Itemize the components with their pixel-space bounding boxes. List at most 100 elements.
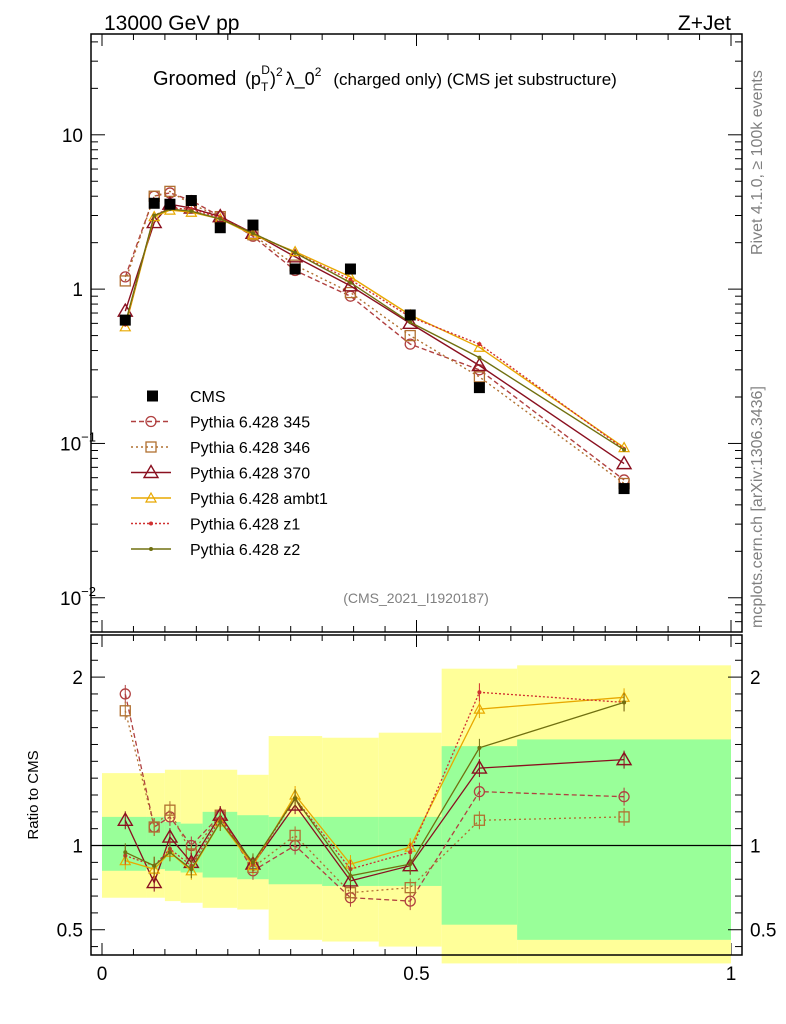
ratio-point (618, 791, 630, 803)
ratio-y-tick-label-right: 0.5 (750, 921, 776, 942)
rivet-label: Rivet 4.1.0, ≥ 100k events (749, 70, 766, 255)
series-point (471, 357, 488, 372)
ratio-point (408, 862, 413, 867)
title-sq: 2 (276, 65, 283, 79)
series-point (212, 208, 229, 223)
series-point (148, 210, 161, 222)
ratio-point (152, 863, 157, 868)
ratio-point (119, 854, 132, 866)
title-sq-2: 2 (315, 65, 322, 79)
y-tick-exponent: −2 (81, 584, 96, 599)
legend-label: Pythia 6.428 345 (190, 415, 310, 432)
series-point (473, 371, 486, 383)
ratio-point (408, 850, 413, 855)
series-point (404, 329, 416, 342)
series-point (250, 231, 255, 236)
legend-label: Pythia 6.428 ambt1 (190, 491, 328, 508)
title-sub: T (261, 80, 269, 94)
legend-marker (145, 415, 157, 428)
x-tick-label: 1 (726, 964, 737, 985)
series-point (119, 320, 132, 332)
title-lambda: λ_0 (286, 69, 315, 90)
ratio-point (167, 850, 172, 855)
series-point (348, 280, 353, 285)
legend-label: Pythia 6.428 346 (190, 440, 310, 457)
series-point (152, 213, 157, 218)
data-point (289, 263, 301, 275)
ratio-point (293, 796, 298, 801)
series-point (408, 320, 413, 325)
ratio-point (250, 860, 255, 865)
x-tick-label: 0.5 (403, 964, 429, 985)
ratio-point (145, 874, 163, 889)
ratio-point (119, 705, 131, 717)
series-point (477, 355, 482, 360)
data-point (119, 314, 131, 326)
ratio-y-tick-label: 1 (72, 837, 83, 858)
series-point (401, 314, 419, 330)
legend-marker (142, 464, 160, 479)
y-tick-label: 10−2 (60, 584, 96, 610)
data-point (185, 195, 197, 207)
series-point (293, 250, 298, 255)
ratio-y-tick-label-right: 1 (750, 837, 761, 858)
series-point (622, 447, 627, 452)
series-point (348, 277, 353, 282)
x-tick-label: 0 (97, 964, 108, 985)
legend-label: CMS (190, 389, 226, 406)
y-tick-label: 10 (62, 126, 83, 147)
series-point (404, 338, 416, 350)
y-tick-label: 1 (72, 280, 83, 301)
ratio-point (473, 814, 486, 826)
data-point (618, 483, 630, 495)
series-point (615, 455, 633, 470)
legend-marker (149, 521, 153, 526)
data-point (148, 197, 160, 209)
ratio-y-tick-label-right: 2 (750, 668, 761, 689)
series-point (189, 209, 194, 214)
series-point (344, 290, 357, 302)
series-point (119, 275, 131, 287)
ratio-point (218, 819, 223, 824)
ratio-point (477, 690, 482, 695)
ratio-y-tick-label: 2 (72, 668, 83, 689)
legend-label: Pythia 6.428 z2 (190, 542, 300, 559)
series-point (344, 286, 357, 299)
ratio-point (148, 821, 160, 833)
series-point (145, 214, 163, 229)
legend-marker (144, 491, 158, 503)
main-frame (90, 33, 743, 633)
title-paren-open: (p (245, 69, 261, 89)
ratio-panel: 0 0.5 1 2 2 1 1 0.5 0.5 (57, 634, 776, 985)
title-paren-close: ) (270, 69, 276, 89)
legend-marker (149, 547, 153, 551)
data-point (344, 263, 356, 275)
ratio-point (473, 785, 486, 798)
chart-title: Groomed (pTD)2 λ_02 (charged only) (CMS je… (153, 63, 617, 94)
series-line (124, 192, 625, 481)
ratio-point (123, 850, 128, 855)
data-point (214, 222, 226, 234)
ratio-point (117, 811, 134, 826)
mcplots-label: mcplots.cern.ch [arXiv:1306.3436] (749, 386, 766, 628)
ratio-point (189, 867, 194, 872)
ratio-point (404, 881, 416, 894)
y-tick-exponent: −1 (81, 429, 96, 444)
legend-label: Pythia 6.428 z1 (190, 517, 300, 534)
data-point (247, 219, 259, 231)
series-line (124, 209, 625, 449)
data-point (164, 198, 176, 210)
ratio-ylabel: Ratio to CMS (25, 750, 42, 839)
header-left: 13000 GeV pp (104, 12, 239, 35)
data-point (473, 382, 485, 394)
ratio-point (618, 811, 630, 823)
series-point (218, 216, 223, 221)
ratio-point (348, 873, 353, 878)
ratio-point (622, 700, 627, 705)
ratio-point (615, 751, 633, 766)
ratio-y-tick-label: 0.5 (57, 921, 83, 942)
legend-marker (147, 390, 158, 402)
ratio-point (477, 745, 482, 750)
